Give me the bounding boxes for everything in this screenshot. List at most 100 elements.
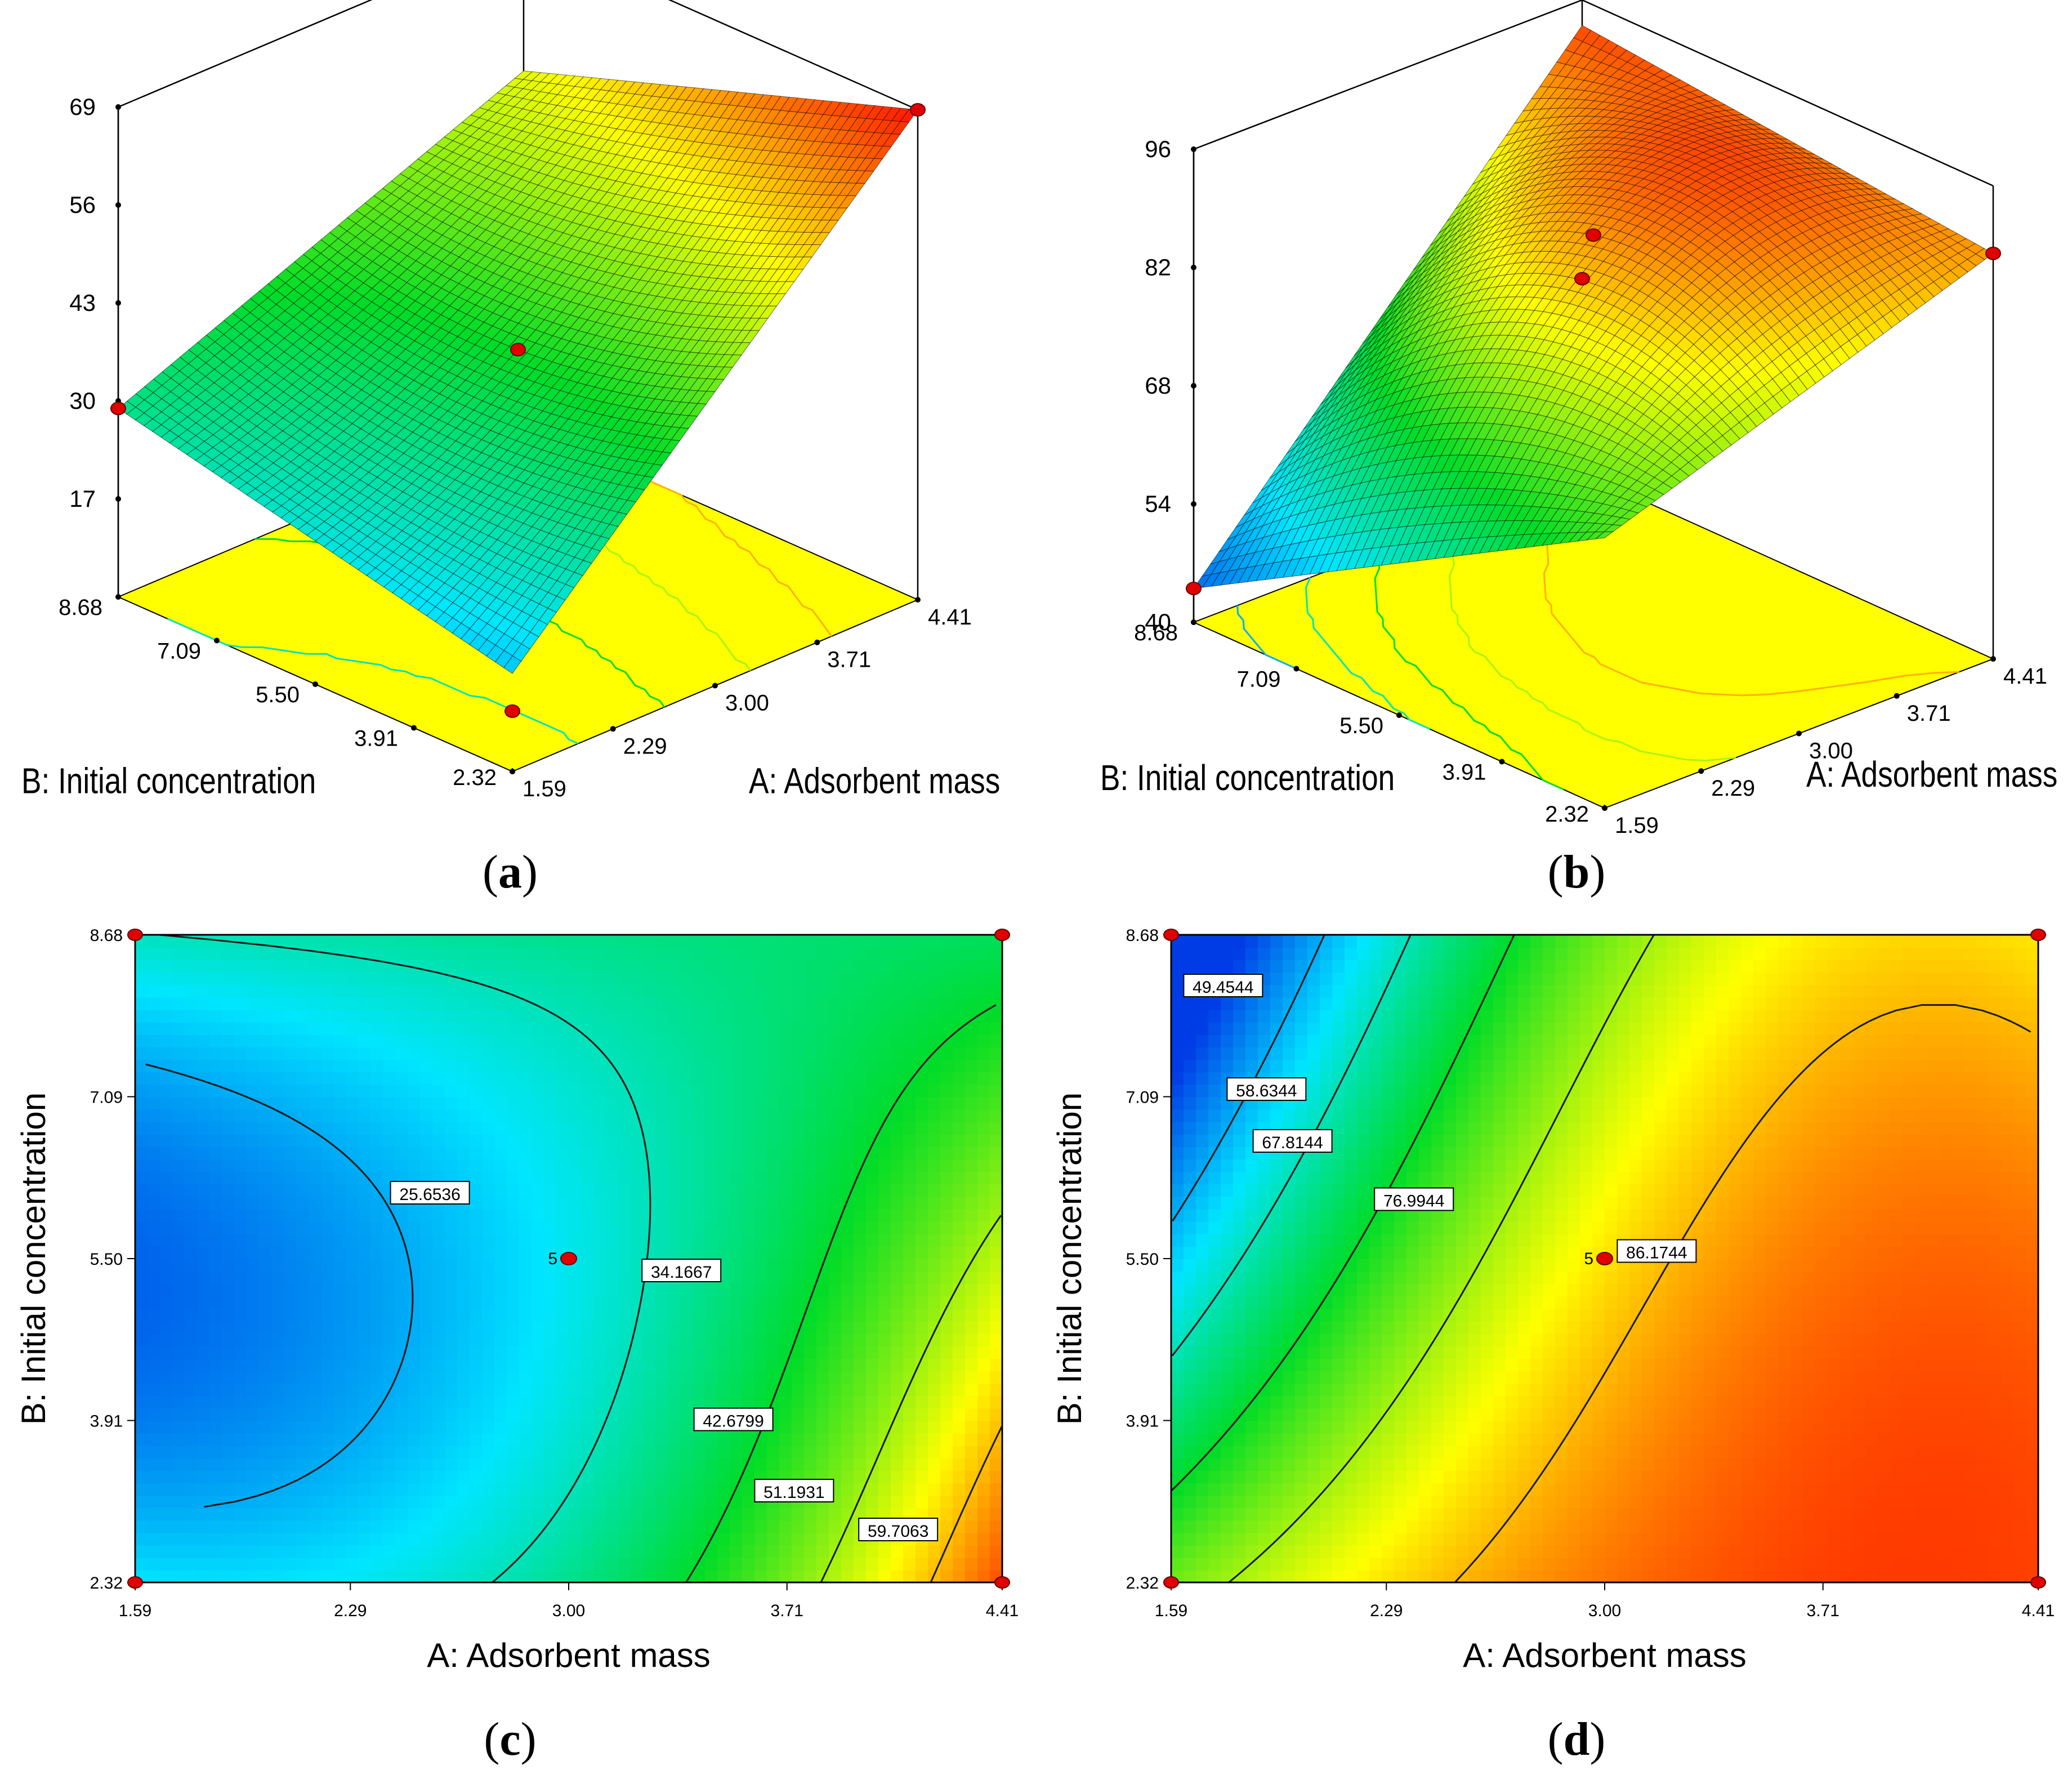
contour-cell xyxy=(234,1483,247,1496)
contour-cell xyxy=(247,1395,260,1409)
contour-cell xyxy=(135,984,148,998)
contour-cell xyxy=(247,1508,260,1521)
contour-cell xyxy=(160,1034,173,1048)
contour-cell xyxy=(222,1333,235,1346)
contour-cell xyxy=(197,1221,210,1234)
contour-cell xyxy=(160,1420,173,1434)
contour-cell xyxy=(135,997,148,1010)
floor-contour-line xyxy=(641,476,833,637)
contour-cell xyxy=(148,1121,160,1135)
contour-cell xyxy=(234,1022,247,1035)
contour-cell xyxy=(284,1283,297,1297)
contour-cell xyxy=(197,1171,210,1185)
contour-cell xyxy=(284,1345,297,1359)
contour-cell xyxy=(247,1433,260,1446)
b-tick-mark xyxy=(1191,619,1196,625)
contour-cell xyxy=(135,1109,148,1122)
contour-cell xyxy=(222,997,235,1010)
contour-cell xyxy=(209,1470,222,1484)
contour-cell xyxy=(209,1146,222,1160)
z-tick-label: 30 xyxy=(69,387,96,414)
contour-cell xyxy=(135,1333,148,1346)
contour-cell xyxy=(234,1034,247,1048)
contour-cell xyxy=(209,1233,222,1247)
contour-cell xyxy=(222,1184,235,1197)
contour-cell xyxy=(259,1408,272,1421)
contour-cell xyxy=(284,1483,297,1496)
contour-cell xyxy=(135,1545,148,1558)
a-tick-label: 2.29 xyxy=(623,734,667,759)
contour-cell xyxy=(160,1208,173,1222)
contour-cell xyxy=(234,960,247,973)
contour-cell xyxy=(271,1171,284,1185)
contour-cell xyxy=(209,1296,222,1309)
a-tick-label: 4.41 xyxy=(2003,664,2047,689)
contour-cell xyxy=(172,1259,185,1272)
contour-cell xyxy=(271,1445,284,1459)
a-tick-mark xyxy=(1990,656,1996,662)
a-tick-mark xyxy=(1796,730,1802,737)
contour-cell xyxy=(222,1383,235,1397)
contour-cell xyxy=(148,1545,160,1558)
contour-cell xyxy=(247,1371,260,1384)
contour-cell xyxy=(148,960,160,973)
contour-cell xyxy=(172,972,185,985)
contour-cell xyxy=(259,1184,272,1197)
contour-cell xyxy=(135,1233,148,1247)
contour-cell xyxy=(160,1296,173,1309)
contour-cell xyxy=(234,1371,247,1384)
contour-cell xyxy=(209,1096,222,1110)
contour-cell xyxy=(234,1457,247,1471)
contour-cell xyxy=(259,1208,272,1222)
contour-cell xyxy=(222,1520,235,1533)
contour-cell xyxy=(222,1233,235,1247)
contour-cell xyxy=(259,1395,272,1409)
contour-cell xyxy=(271,1208,284,1222)
contour-cell xyxy=(160,1221,173,1234)
contour-cell xyxy=(135,1283,148,1297)
contour-cell xyxy=(271,1420,284,1434)
floor-contour-line xyxy=(1236,605,1297,670)
a-tick-mark xyxy=(814,639,820,645)
contour-cell xyxy=(185,1483,198,1496)
contour-cell xyxy=(172,1009,185,1023)
contour-cell xyxy=(247,1171,260,1185)
b-tick-label: 2.32 xyxy=(1545,802,1589,827)
contour-cell xyxy=(209,1259,222,1272)
contour-cell xyxy=(148,947,160,961)
contour-cell xyxy=(148,1022,160,1035)
contour-cell xyxy=(259,1233,272,1247)
contour-cell xyxy=(172,1345,185,1359)
contour-cell xyxy=(135,1171,148,1185)
a-tick-label: 3.00 xyxy=(725,691,769,716)
contour-cell xyxy=(271,1196,284,1210)
contour-cell xyxy=(222,1321,235,1334)
contour-cell xyxy=(247,1159,260,1172)
contour-cell xyxy=(148,1009,160,1023)
contour-cell xyxy=(185,1184,198,1197)
contour-cell xyxy=(185,1333,198,1346)
contour-cell xyxy=(271,1408,284,1421)
contour-cell xyxy=(284,1470,297,1484)
contour-cell xyxy=(234,1283,247,1297)
contour-cell xyxy=(284,1545,297,1558)
contour-cell xyxy=(234,1296,247,1309)
contour-cell xyxy=(259,1532,272,1546)
contour-cell xyxy=(234,1121,247,1135)
contour-cell xyxy=(234,1433,247,1446)
contour-cell xyxy=(148,1233,160,1247)
contour-cell xyxy=(222,1345,235,1359)
contour-cell xyxy=(222,1022,235,1035)
contour-cell xyxy=(222,1134,235,1147)
contour-cell xyxy=(247,1296,260,1309)
contour-cell xyxy=(197,1146,210,1160)
a-tick-label: 4.41 xyxy=(928,605,972,630)
contour-cell xyxy=(135,1408,148,1421)
contour-cell xyxy=(209,1383,222,1397)
contour-cell xyxy=(271,1520,284,1533)
contour-cell xyxy=(222,1445,235,1459)
contour-cell xyxy=(148,1283,160,1297)
contour-cell xyxy=(148,1532,160,1546)
contour-cell xyxy=(209,1034,222,1048)
contour-cell xyxy=(247,1321,260,1334)
